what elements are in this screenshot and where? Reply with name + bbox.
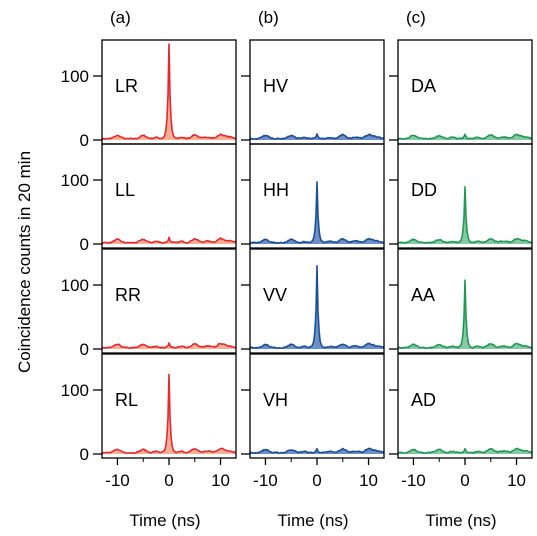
polarization-label-LR: LR xyxy=(115,76,138,96)
x-axis-title-a: Time (ns) xyxy=(129,511,200,530)
series-area-VV xyxy=(250,265,384,349)
series-line-AA xyxy=(398,279,533,349)
series-line-HV xyxy=(249,133,385,140)
panel-frame-VV xyxy=(249,248,385,354)
y-tick-label-RR-0: 0 xyxy=(80,340,89,359)
panel-label-1: (b) xyxy=(258,8,279,27)
y-tick-label-LL-100: 100 xyxy=(61,171,89,190)
panel-label-0: (a) xyxy=(110,8,131,27)
polarization-label-VH: VH xyxy=(263,390,288,410)
polarization-label-AA: AA xyxy=(411,285,435,305)
polarization-label-VV: VV xyxy=(263,285,287,305)
x-tick-label-2--10: -10 xyxy=(401,471,426,490)
series-line-RR xyxy=(102,342,237,349)
y-tick-label-LR-0: 0 xyxy=(80,131,89,150)
series-area-LR xyxy=(102,44,236,140)
series-area-HH xyxy=(250,181,384,244)
x-tick-label-1-0: 0 xyxy=(312,471,321,490)
x-tick-label-0--10: -10 xyxy=(105,471,130,490)
y-tick-label-LR-100: 100 xyxy=(61,67,89,86)
polarization-label-HH: HH xyxy=(263,180,289,200)
panel-frame-LL xyxy=(101,143,237,249)
panel-frame-RR xyxy=(101,248,237,354)
polarization-label-RL: RL xyxy=(115,390,138,410)
panel-frame-AA xyxy=(397,248,533,354)
series-line-DD xyxy=(397,186,533,244)
x-tick-label-2-0: 0 xyxy=(460,471,469,490)
series-line-RL xyxy=(101,373,237,454)
panel-frame-HH xyxy=(249,143,385,249)
y-tick-label-LL-0: 0 xyxy=(80,235,89,254)
x-tick-label-0-10: 10 xyxy=(211,471,230,490)
x-tick-label-2-10: 10 xyxy=(507,471,526,490)
polarization-label-HV: HV xyxy=(263,76,288,96)
polarization-label-LL: LL xyxy=(115,180,135,200)
panel-label-2: (c) xyxy=(406,8,426,27)
y-axis-title: Coincidence counts in 20 min xyxy=(15,151,34,373)
x-tick-label-1-10: 10 xyxy=(359,471,378,490)
y-tick-label-RL-0: 0 xyxy=(80,445,89,464)
x-tick-label-1--10: -10 xyxy=(253,471,278,490)
x-axis-title-c: Time (ns) xyxy=(425,511,496,530)
series-line-LR xyxy=(101,43,237,140)
series-area-AA xyxy=(398,280,532,349)
y-tick-label-RR-100: 100 xyxy=(61,276,89,295)
polarization-label-AD: AD xyxy=(411,390,436,410)
series-line-DA xyxy=(397,133,533,140)
series-line-HH xyxy=(249,181,385,244)
series-line-VV xyxy=(249,265,385,349)
series-line-LL xyxy=(101,236,237,244)
panel-frame-DD xyxy=(397,143,533,249)
series-line-AD xyxy=(397,447,533,454)
y-tick-label-RL-100: 100 xyxy=(61,381,89,400)
polarization-label-DD: DD xyxy=(411,180,437,200)
x-axis-title-b: Time (ns) xyxy=(277,511,348,530)
series-area-RL xyxy=(102,374,236,454)
series-line-VH xyxy=(249,447,385,454)
series-area-DD xyxy=(398,186,532,244)
series-area-VH xyxy=(250,448,384,454)
polarization-label-RR: RR xyxy=(115,285,141,305)
x-tick-label-0-0: 0 xyxy=(164,471,173,490)
polarization-label-DA: DA xyxy=(411,76,436,96)
